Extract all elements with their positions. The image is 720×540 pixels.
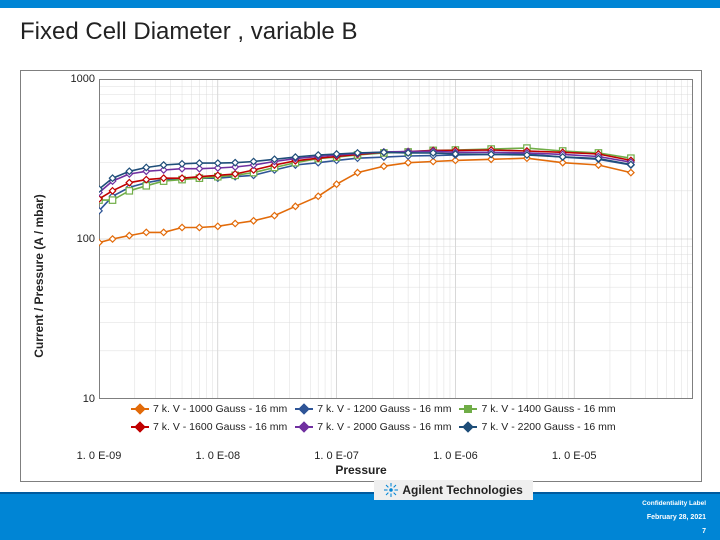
chart-xtick: 1. 0 E-06 xyxy=(433,447,478,462)
footer-page: 7 xyxy=(702,528,706,535)
legend-item: 7 k. V - 1200 Gauss - 16 mm xyxy=(295,403,451,415)
legend-item: 7 k. V - 1600 Gauss - 16 mm xyxy=(131,421,287,433)
chart-xtick: 1. 0 E-08 xyxy=(195,447,240,462)
legend-label: 7 k. V - 1200 Gauss - 16 mm xyxy=(317,403,451,415)
legend-item: 7 k. V - 2000 Gauss - 16 mm xyxy=(295,421,451,433)
chart-xtick: 1. 0 E-07 xyxy=(314,447,359,462)
chart-container: Current / Pressure (A / mbar) 101001000 … xyxy=(20,70,702,482)
chart-ytick: 10 xyxy=(83,393,99,405)
chart-xlabel: Pressure xyxy=(335,463,386,477)
legend-label: 7 k. V - 2000 Gauss - 16 mm xyxy=(317,421,451,433)
slide-title: Fixed Cell Diameter , variable B xyxy=(0,8,720,52)
legend-item: 7 k. V - 2200 Gauss - 16 mm xyxy=(459,421,615,433)
footer-logo-text: Agilent Technologies xyxy=(402,483,522,497)
footer-confidentiality: Confidentiality Label xyxy=(642,500,706,507)
chart-ytick: 1000 xyxy=(71,73,99,85)
chart-ytick: 100 xyxy=(77,233,99,245)
spark-icon xyxy=(384,483,398,497)
legend-label: 7 k. V - 1000 Gauss - 16 mm xyxy=(153,403,287,415)
legend-item: 7 k. V - 1400 Gauss - 16 mm xyxy=(459,403,615,415)
footer-date: February 28, 2021 xyxy=(647,514,706,521)
chart-plot-area xyxy=(99,79,693,399)
footer-logo: Agilent Technologies xyxy=(374,480,532,500)
legend-label: 7 k. V - 1400 Gauss - 16 mm xyxy=(481,403,615,415)
chart-xtick: 1. 0 E-09 xyxy=(77,447,122,462)
chart-legend: 7 k. V - 1000 Gauss - 16 mm 7 k. V - 1200… xyxy=(131,403,616,439)
slide-topbar xyxy=(0,0,720,8)
legend-item: 7 k. V - 1000 Gauss - 16 mm xyxy=(131,403,287,415)
chart-ylabel: Current / Pressure (A / mbar) xyxy=(32,194,46,358)
chart-xtick: 1. 0 E-05 xyxy=(552,447,597,462)
legend-label: 7 k. V - 1600 Gauss - 16 mm xyxy=(153,421,287,433)
legend-label: 7 k. V - 2200 Gauss - 16 mm xyxy=(481,421,615,433)
slide-footer: Agilent Technologies Confidentiality Lab… xyxy=(0,492,720,540)
